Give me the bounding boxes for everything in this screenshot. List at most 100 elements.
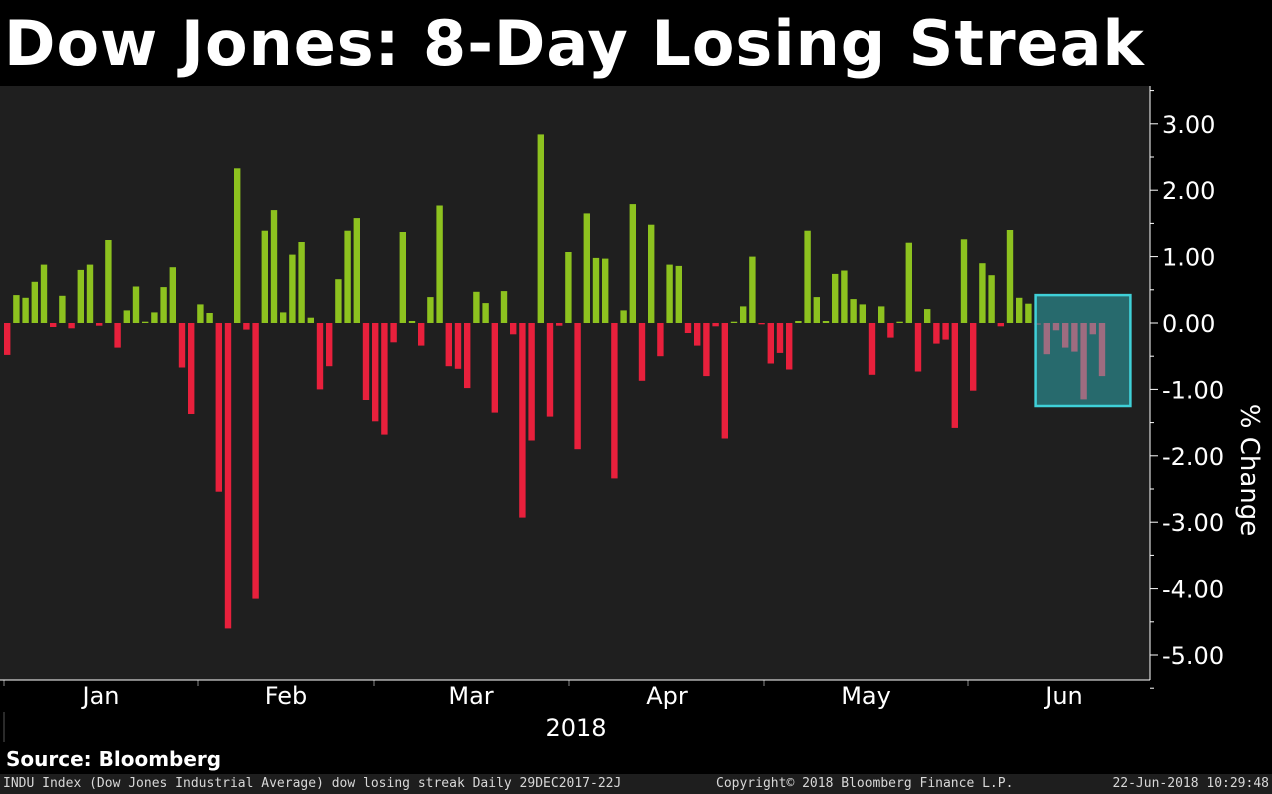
bar bbox=[546, 323, 554, 417]
x-month-label: Jan bbox=[81, 682, 120, 710]
bar bbox=[151, 312, 158, 323]
bar bbox=[528, 323, 535, 441]
bar bbox=[326, 323, 333, 367]
bar bbox=[270, 210, 278, 323]
bar bbox=[491, 323, 498, 413]
bar bbox=[206, 313, 213, 323]
bar bbox=[795, 321, 802, 323]
bar bbox=[684, 323, 692, 333]
bar bbox=[960, 239, 968, 323]
bar bbox=[234, 168, 241, 323]
bar bbox=[556, 323, 563, 326]
streak-bar-series bbox=[1043, 323, 1106, 400]
bar bbox=[841, 270, 848, 323]
y-tick-label: -4.00 bbox=[1162, 576, 1224, 604]
bar-series bbox=[4, 134, 1041, 629]
bar bbox=[408, 321, 416, 323]
bar bbox=[666, 264, 673, 323]
bar bbox=[40, 264, 48, 323]
bar bbox=[31, 281, 38, 323]
bar bbox=[1025, 303, 1032, 323]
bar bbox=[372, 323, 379, 422]
bar bbox=[721, 323, 728, 439]
bar bbox=[224, 323, 232, 629]
bar bbox=[68, 323, 75, 329]
bar bbox=[988, 275, 995, 323]
x-month-label: Apr bbox=[646, 682, 688, 710]
bar bbox=[822, 321, 830, 323]
bar bbox=[289, 254, 296, 323]
bar bbox=[197, 304, 204, 323]
bar bbox=[703, 323, 710, 377]
bar bbox=[105, 240, 112, 323]
bar bbox=[629, 204, 636, 323]
bar bbox=[280, 312, 287, 323]
x-month-label: Feb bbox=[265, 682, 308, 710]
streak-bar bbox=[1089, 323, 1096, 335]
bar bbox=[850, 299, 857, 323]
bar bbox=[169, 267, 176, 323]
bar bbox=[813, 297, 820, 323]
bar bbox=[454, 323, 462, 369]
streak-bar bbox=[1071, 323, 1078, 352]
bar bbox=[261, 230, 268, 323]
bar bbox=[740, 306, 747, 323]
y-tick-label: -3.00 bbox=[1162, 509, 1224, 537]
bar bbox=[298, 242, 305, 323]
bar bbox=[924, 309, 931, 323]
bar bbox=[638, 323, 646, 381]
bar bbox=[390, 323, 397, 343]
y-axis-label: % Change bbox=[1234, 404, 1264, 537]
bar bbox=[316, 323, 324, 390]
y-tick-label: -1.00 bbox=[1162, 376, 1224, 404]
streak-bar bbox=[1080, 323, 1087, 400]
bar bbox=[399, 232, 406, 323]
bar bbox=[335, 279, 342, 323]
bar bbox=[436, 205, 443, 323]
bar bbox=[979, 263, 986, 323]
bar bbox=[942, 323, 949, 340]
bar bbox=[353, 218, 360, 323]
bar bbox=[970, 323, 977, 391]
y-axis-ticks: 3.00 2.00 1.00 0.00 -1.00 -2.00 -3.00 -4.00 -5.0… bbox=[1150, 90, 1224, 689]
streak-bar bbox=[1052, 323, 1060, 331]
bar bbox=[344, 230, 351, 323]
bar bbox=[473, 291, 480, 323]
bar bbox=[307, 317, 314, 323]
bar bbox=[675, 265, 682, 323]
bar bbox=[592, 257, 600, 323]
bar bbox=[868, 323, 876, 375]
bar bbox=[86, 264, 94, 323]
bar bbox=[804, 230, 811, 323]
bar bbox=[648, 224, 655, 323]
bar bbox=[758, 323, 765, 325]
footer-bar: INDU Index (Dow Jones Industrial Average… bbox=[0, 774, 1272, 794]
bar bbox=[878, 306, 885, 323]
y-tick-label: 0.00 bbox=[1162, 310, 1215, 338]
bar bbox=[657, 323, 664, 357]
bar bbox=[464, 323, 471, 389]
y-tick-label: 1.00 bbox=[1162, 244, 1215, 272]
bar bbox=[914, 323, 922, 372]
bar bbox=[859, 304, 866, 323]
bar bbox=[565, 252, 572, 323]
bar bbox=[1006, 230, 1014, 323]
bar bbox=[22, 297, 29, 323]
bar bbox=[482, 303, 489, 323]
bar bbox=[786, 323, 793, 370]
y-tick-label: 3.00 bbox=[1162, 111, 1215, 139]
bar bbox=[243, 323, 250, 330]
bar bbox=[114, 323, 121, 348]
bar bbox=[767, 323, 774, 364]
bar bbox=[602, 258, 609, 323]
bar bbox=[427, 297, 434, 323]
footer-copyright: Copyright© 2018 Bloomberg Finance L.P. bbox=[716, 776, 1014, 791]
bar bbox=[215, 323, 222, 492]
y-tick-label: -2.00 bbox=[1162, 443, 1224, 471]
bar bbox=[77, 269, 84, 323]
footer-timestamp: 22-Jun-2018 10:29:48 bbox=[1112, 776, 1269, 791]
bar bbox=[730, 321, 738, 323]
bar bbox=[510, 323, 517, 335]
bar bbox=[1016, 297, 1023, 323]
bar bbox=[776, 323, 784, 353]
